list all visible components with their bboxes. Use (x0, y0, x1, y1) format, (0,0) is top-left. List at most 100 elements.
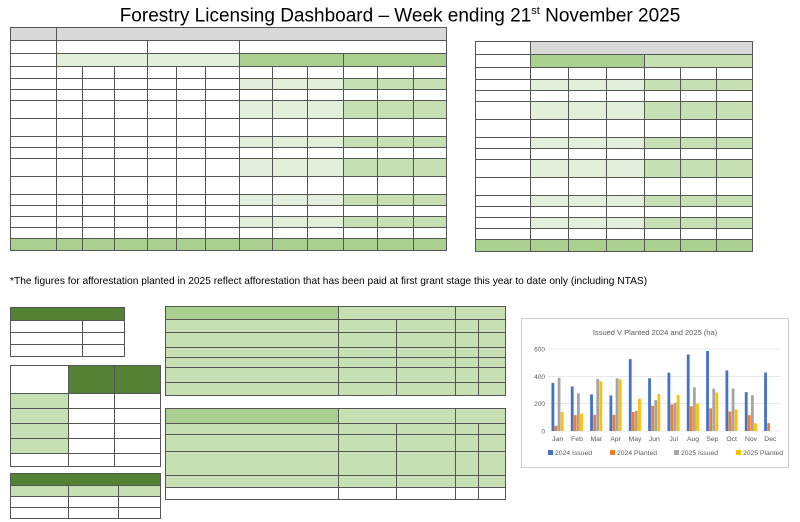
value-cell (205, 205, 240, 217)
table-row (10, 332, 125, 345)
bar-2025-issued (673, 402, 677, 431)
value-cell (343, 118, 378, 137)
year-header (114, 66, 148, 79)
value-cell (147, 78, 177, 90)
value-cell (176, 205, 206, 217)
value-cell (455, 357, 479, 368)
month-label (475, 159, 531, 178)
value-cell (715, 90, 754, 102)
value-cell (205, 100, 240, 119)
value-cell (307, 78, 344, 90)
table-row (10, 320, 125, 333)
table-row (165, 357, 506, 368)
value-cell (396, 434, 456, 452)
value-cell (530, 148, 569, 160)
value-cell (377, 100, 414, 119)
month-label (475, 217, 531, 229)
blank-cell (475, 41, 531, 55)
table-row (475, 119, 754, 138)
bar-2024-planted (631, 412, 635, 431)
bar-2024-planted (689, 406, 693, 431)
value-cell (715, 79, 754, 91)
bar-2025-issued (615, 378, 619, 431)
value-cell (377, 216, 414, 228)
value-cell (307, 216, 344, 228)
bar-2024-planted (709, 408, 713, 431)
value-cell (412, 100, 448, 119)
value-cell (114, 136, 148, 148)
table-row (165, 408, 506, 424)
table-row (10, 438, 161, 454)
value-cell (396, 367, 456, 383)
y-tick-label: 200 (534, 401, 545, 408)
bar-2024-issued (744, 392, 748, 431)
scheme-name (165, 367, 339, 383)
value-cell (680, 217, 717, 229)
value-cell (56, 89, 83, 101)
value-cell (644, 148, 681, 160)
value-cell (176, 147, 206, 159)
value-cell (272, 78, 308, 90)
month-label (475, 90, 531, 102)
value-cell (307, 227, 344, 239)
value-cell (606, 101, 645, 120)
totals-cell (176, 238, 206, 251)
legend-label: 2024 Issued (555, 450, 592, 457)
table-row (475, 217, 754, 229)
value-cell (56, 158, 83, 177)
table-row (475, 177, 754, 196)
x-tick-label: Jan (552, 436, 563, 443)
row-label (10, 408, 69, 424)
value-cell (82, 89, 115, 101)
value-cell (176, 194, 206, 206)
bar-2024-issued (609, 395, 613, 431)
legend-swatch (674, 450, 679, 455)
table-row (10, 507, 162, 519)
value-cell (715, 137, 754, 149)
value-cell (377, 205, 414, 217)
month-label (10, 136, 57, 148)
value-cell (205, 158, 240, 177)
value-cell (56, 136, 83, 148)
afforestation-schemes-table (165, 408, 506, 500)
value-cell (82, 227, 115, 239)
bar-2024-issued (648, 378, 651, 431)
value-cell (56, 118, 83, 137)
value-cell (680, 195, 717, 207)
value-cell (272, 216, 308, 228)
table-row (475, 148, 754, 160)
table-row (10, 344, 125, 357)
value-cell (307, 100, 344, 119)
value-cell (644, 101, 681, 120)
year-header (377, 66, 414, 79)
value-cell (56, 147, 83, 159)
value-cell (606, 79, 645, 91)
table-row (165, 487, 506, 500)
column-header (396, 319, 456, 333)
value-cell (117, 496, 162, 508)
table-title (10, 307, 125, 321)
x-tick-label: Apr (610, 436, 621, 443)
totals-cell (680, 239, 717, 252)
value-cell (715, 195, 754, 207)
value-cell (56, 227, 83, 239)
table-row (10, 496, 162, 508)
value-cell (239, 89, 273, 101)
value-cell (478, 357, 506, 368)
value-cell (272, 136, 308, 148)
row-label (10, 332, 83, 345)
value-cell (147, 147, 177, 159)
value-cell (307, 176, 344, 195)
value-cell (680, 148, 717, 160)
blank-cell (10, 27, 57, 41)
month-label (475, 177, 531, 196)
table-row (10, 176, 448, 195)
y-tick-label: 400 (534, 374, 545, 381)
value-cell (478, 332, 506, 348)
value-cell (568, 177, 607, 196)
value-cell (68, 507, 119, 519)
value-cell (205, 194, 240, 206)
table-row (10, 158, 448, 177)
table-row (475, 41, 754, 55)
blank-cell (165, 319, 339, 333)
